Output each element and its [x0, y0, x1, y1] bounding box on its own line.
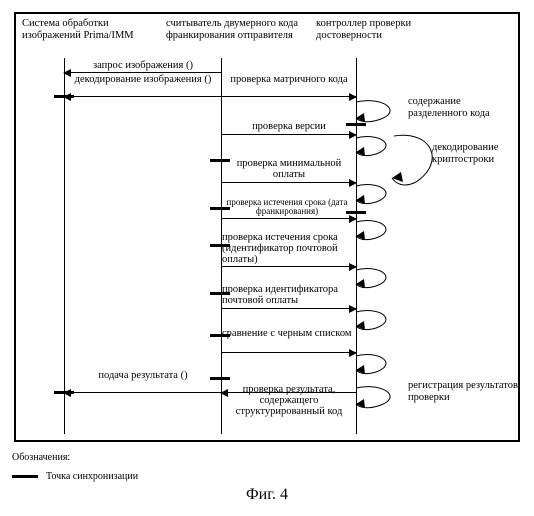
msg-submit-result: подача результата () [68, 370, 218, 381]
sync-m10 [54, 391, 74, 394]
msg-version: проверка версии [228, 121, 350, 132]
sync-point-icon [12, 475, 38, 478]
arrow-m7 [221, 266, 356, 267]
self-m6 [356, 220, 400, 247]
arrow-m9 [221, 352, 356, 353]
arrow-m4 [221, 134, 356, 135]
arrow-m10 [64, 392, 221, 393]
legend-title: Обозначения: [12, 452, 522, 463]
msg-check-matrix: проверка матричного кода [228, 74, 350, 85]
legend: Обозначения: Точка синхронизации [12, 452, 522, 482]
arrow-m11 [221, 392, 356, 393]
arrow-m2 [64, 96, 221, 97]
self-m7 [356, 268, 400, 295]
arrow-m1 [64, 72, 221, 73]
sequence-diagram: Система обработки изображений Prima/IMM … [14, 12, 520, 442]
arrow-m5 [221, 182, 356, 183]
right-label-3: регистрация результатов проверки [408, 380, 518, 403]
self-m5 [356, 184, 400, 211]
right-label-2: декодирование криптостроки [432, 142, 522, 165]
arrow-m3 [221, 96, 356, 97]
col-title-2: считыватель двумерного кода франкировани… [166, 18, 306, 41]
msg-verify-result: проверка результата, содержащего структу… [226, 384, 352, 417]
msg-request-image: запрос изображения () [68, 60, 218, 71]
self-m8 [356, 310, 400, 337]
col-title-1: Система обработки изображений Prima/IMM [22, 18, 142, 41]
sync-m4 [210, 159, 230, 162]
lifeline-1 [64, 58, 65, 434]
sync-m2 [54, 95, 74, 98]
legend-sync: Точка синхронизации [46, 471, 138, 482]
msg-blacklist: сравнение с черным списком [222, 328, 352, 339]
col-title-3: контроллер проверки достоверности [316, 18, 416, 41]
msg-expiry-frank: проверка истечения срока (дата франкиров… [222, 198, 352, 217]
figure-caption: Фиг. 4 [12, 486, 522, 504]
arrow-m6 [221, 218, 356, 219]
msg-expiry-postid: проверка истечения срока (идентификатор … [222, 232, 352, 265]
arrow-m8 [221, 308, 356, 309]
self-r3 [356, 386, 406, 415]
right-label-1: содержание разделенного кода [408, 96, 516, 119]
msg-decode-image: декодирование изображения () [68, 74, 218, 85]
msg-postid: проверка идентификатора почтовой оплаты [222, 284, 352, 306]
self-m9 [356, 354, 400, 381]
msg-min-pay: проверка минимальной оплаты [228, 158, 350, 180]
